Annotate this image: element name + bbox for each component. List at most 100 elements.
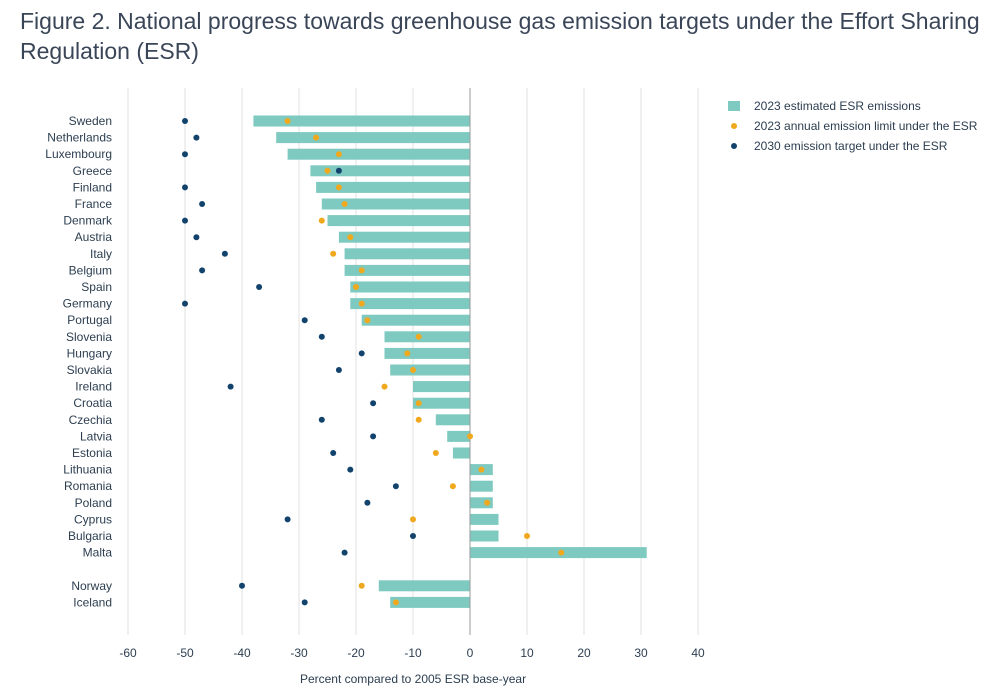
target-point — [199, 267, 206, 274]
category-label: Luxembourg — [45, 147, 112, 161]
category-label: Finland — [73, 180, 112, 194]
limit-point — [335, 151, 342, 158]
target-point — [410, 533, 416, 539]
limit-point — [415, 333, 422, 340]
category-label: Denmark — [63, 214, 113, 228]
category-label: Iceland — [73, 595, 112, 609]
legend-swatch-limit — [731, 123, 737, 129]
x-tick-label: -40 — [233, 646, 251, 660]
emission-bar — [413, 381, 470, 393]
limit-point — [449, 483, 456, 490]
target-point — [182, 118, 188, 124]
limit-point — [415, 400, 422, 407]
category-label: Bulgaria — [68, 529, 112, 543]
target-point — [330, 450, 337, 456]
limit-point — [404, 350, 411, 357]
legend: 2023 estimated ESR emissions 2023 annual … — [728, 99, 978, 153]
target-point — [182, 300, 188, 307]
grid-lines — [127, 88, 699, 635]
emission-bar — [452, 447, 470, 459]
limit-point — [358, 267, 365, 274]
category-label: Latvia — [80, 429, 112, 443]
limit-point — [381, 383, 388, 390]
limit-point — [324, 167, 331, 174]
category-label: Hungary — [67, 346, 112, 360]
bar-series — [253, 115, 647, 608]
category-label: Netherlands — [47, 131, 112, 145]
limit-point — [284, 118, 291, 124]
limit-point — [335, 184, 342, 191]
legend-swatch-target — [731, 143, 737, 149]
emission-bar — [327, 215, 470, 227]
limit-point — [478, 466, 485, 473]
category-label: Italy — [90, 247, 112, 261]
emission-bar — [253, 115, 470, 127]
x-tick-label: -60 — [119, 646, 137, 660]
limit-point — [415, 416, 422, 423]
x-tick-label: -50 — [176, 646, 194, 660]
emission-bar — [470, 480, 493, 492]
category-label: Cyprus — [74, 512, 112, 526]
category-label: Spain — [81, 280, 112, 294]
limit-point — [410, 516, 416, 523]
target-point — [182, 184, 188, 191]
limit-point — [558, 549, 565, 556]
target-point — [370, 400, 377, 407]
category-labels: Sweden Netherlands Luxembourg Greece Finland… — [45, 114, 113, 609]
limit-point — [313, 134, 320, 141]
category-label: Portugal — [67, 313, 112, 327]
x-tick-label: 40 — [691, 646, 705, 660]
emission-bar — [350, 298, 470, 310]
target-point — [199, 201, 206, 207]
chart-title: Figure 2. National progress towards gree… — [20, 8, 980, 64]
x-axis-label: Percent compared to 2005 ESR base-year — [300, 672, 526, 686]
limit-point — [364, 317, 371, 324]
x-tick-label: -30 — [290, 646, 308, 660]
target-point — [341, 549, 348, 556]
target-point — [392, 483, 399, 490]
emission-bar — [390, 364, 470, 376]
limit-point — [330, 250, 337, 257]
target-point — [301, 599, 308, 606]
category-label: Czechia — [69, 413, 113, 427]
limit-point — [358, 300, 365, 307]
limit-point — [524, 533, 530, 539]
target-point — [335, 367, 342, 373]
target-point — [301, 317, 308, 324]
category-label: Ireland — [75, 380, 112, 394]
category-label: Malta — [83, 546, 113, 560]
category-label: Belgium — [69, 263, 112, 277]
limit-point — [467, 433, 473, 440]
target-point — [193, 134, 200, 141]
emission-bar — [344, 264, 470, 276]
limit-point — [410, 367, 416, 373]
target-point — [318, 333, 325, 340]
emission-bar — [287, 148, 470, 160]
limit-point — [392, 599, 399, 606]
limit-point — [353, 284, 359, 290]
emission-bar — [350, 281, 470, 293]
emission-bar — [470, 513, 499, 525]
x-tick-label: 20 — [577, 646, 591, 660]
emission-bar — [470, 530, 499, 542]
x-tick-labels: -60 -50 -40 -30 -20 -10 0 10 20 30 40 — [119, 646, 705, 660]
category-label: Germany — [63, 297, 112, 311]
limit-point — [432, 450, 439, 456]
x-tick-label: -10 — [404, 646, 422, 660]
target-point — [335, 167, 342, 174]
limit-point — [341, 201, 348, 207]
x-tick-label: -20 — [347, 646, 365, 660]
emission-bar — [276, 132, 470, 144]
limit-point — [318, 217, 325, 224]
legend-label: 2023 annual emission limit under the ESR — [754, 119, 978, 133]
target-point — [256, 284, 263, 290]
emission-bar — [378, 580, 470, 592]
legend-label: 2023 estimated ESR emissions — [754, 99, 921, 113]
target-point — [318, 416, 325, 423]
legend-swatch-bar — [728, 101, 740, 111]
target-point — [239, 582, 245, 589]
emission-bar — [470, 497, 493, 509]
limit-point — [347, 234, 354, 241]
emission-bar — [384, 331, 470, 343]
emission-bar — [390, 596, 470, 608]
